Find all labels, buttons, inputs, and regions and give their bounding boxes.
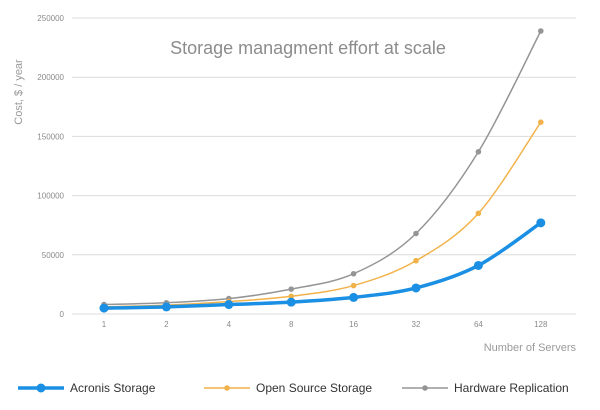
series-layer: [99, 28, 546, 313]
data-point: [413, 257, 419, 264]
y-tick-labels: 0 50000 100000 150000 200000 250000: [37, 14, 64, 319]
series-line: [103, 121, 542, 308]
x-axis-label: Number of Servers: [484, 342, 577, 354]
legend-swatch-dot: [422, 385, 428, 391]
x-tick-label: 2: [164, 320, 169, 329]
data-point: [286, 297, 296, 307]
legend-item: Acronis Storage: [18, 381, 156, 395]
data-point: [538, 28, 544, 34]
series-open-source-storage: [101, 119, 544, 310]
data-point: [475, 148, 482, 155]
data-point: [413, 230, 419, 237]
legend-item: Hardware Replication: [402, 381, 569, 395]
data-point: [350, 270, 357, 277]
legend-label: Hardware Replication: [454, 381, 569, 395]
y-tick-label: 50000: [42, 251, 65, 260]
x-tick-label: 128: [534, 320, 548, 329]
x-tick-label: 32: [412, 320, 421, 329]
y-tick-label: 200000: [37, 73, 64, 82]
x-tick-label: 8: [289, 320, 294, 329]
series-acronis-storage: [99, 218, 546, 313]
data-point: [475, 210, 482, 217]
data-point: [473, 260, 483, 270]
data-point: [288, 286, 295, 292]
chart-title: Storage managment effort at scale: [170, 38, 446, 58]
data-point: [411, 283, 421, 293]
y-tick-label: 250000: [37, 14, 64, 23]
data-point: [99, 303, 109, 313]
x-tick-labels: 1 2 4 8 16 32 64 128: [102, 320, 548, 329]
x-tick-label: 16: [349, 320, 358, 329]
y-tick-label: 0: [60, 310, 65, 319]
data-point: [288, 293, 295, 300]
data-point: [536, 218, 546, 228]
data-point: [350, 282, 357, 289]
data-point: [349, 292, 359, 302]
x-tick-label: 64: [474, 320, 483, 329]
data-point: [161, 302, 171, 312]
legend-item: Open Source Storage: [204, 381, 372, 395]
x-tick-label: 4: [227, 320, 232, 329]
legend: Acronis Storage Open Source Storage Hardwa…: [18, 381, 569, 395]
data-point: [538, 119, 544, 125]
y-tick-label: 150000: [37, 132, 64, 141]
y-axis-label: Cost, $ / year: [13, 59, 25, 125]
legend-label: Acronis Storage: [70, 381, 156, 395]
y-tick-label: 100000: [37, 192, 64, 201]
x-tick-label: 1: [102, 320, 107, 329]
legend-label: Open Source Storage: [256, 381, 372, 395]
data-point: [224, 300, 234, 310]
chart-gridlines: [72, 17, 576, 315]
legend-swatch-dot: [36, 383, 46, 393]
legend-swatch-dot: [224, 385, 230, 391]
